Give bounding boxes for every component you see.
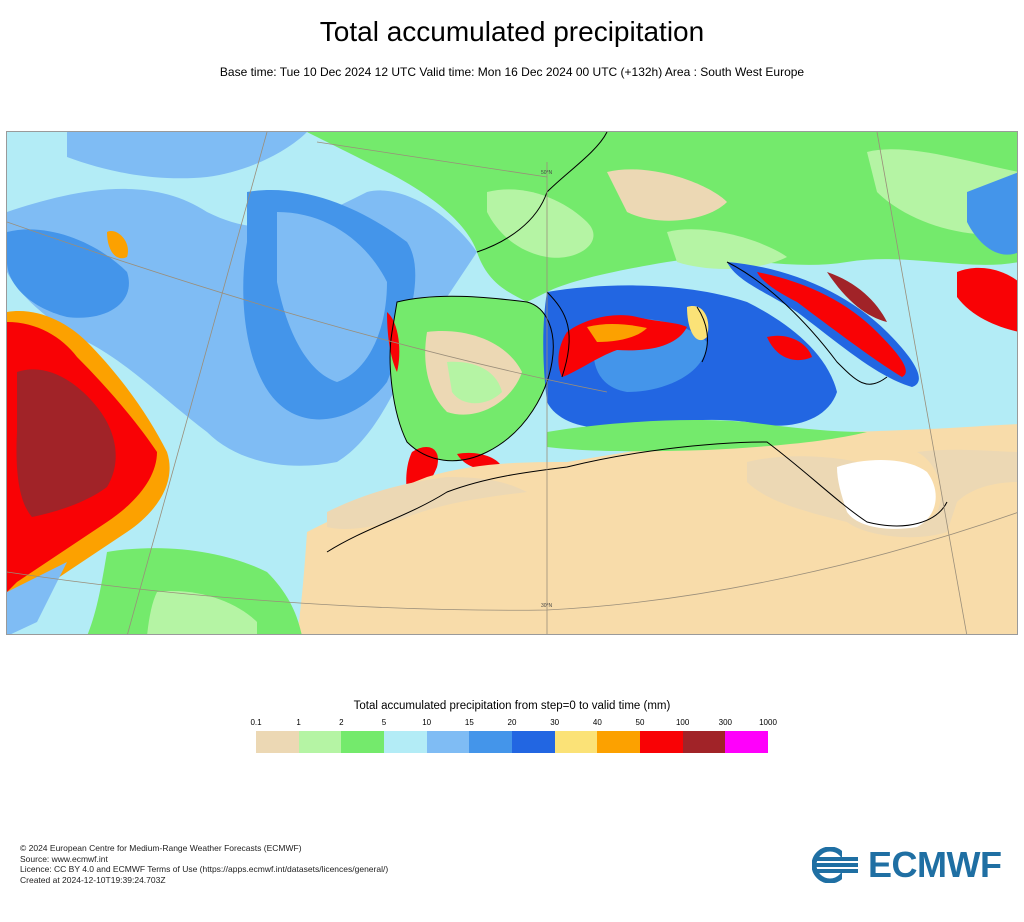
page-subtitle: Base time: Tue 10 Dec 2024 12 UTC Valid … <box>219 65 805 79</box>
atlantic-low-300mm <box>16 369 116 517</box>
balkans-band <box>967 172 1017 255</box>
footer-created: Created at 2024-12-10T19:39:24.703Z <box>20 874 166 885</box>
canary-light <box>147 591 257 634</box>
corsica-heavy <box>687 306 709 341</box>
legend-swatch <box>426 731 470 753</box>
algeria-coast-precip <box>547 420 867 452</box>
atlantic-north-band <box>67 132 307 179</box>
legend-title: Total accumulated precipitation from ste… <box>353 700 671 712</box>
legend-swatch <box>725 731 769 753</box>
legend-tick: 5 <box>381 718 387 727</box>
legend-tick: 300 <box>718 718 733 727</box>
footer-source: Source: www.ecmwf.int <box>20 853 108 864</box>
legend-tick: 40 <box>592 718 602 727</box>
footer-copyright: © 2024 European Centre for Medium-Range … <box>20 843 302 853</box>
iberia-interior-light <box>447 361 502 404</box>
legend-swatch <box>256 731 299 753</box>
libya-light <box>747 449 1017 538</box>
france-light-precip <box>487 189 594 258</box>
legend-swatch <box>682 731 726 753</box>
legend-swatch <box>384 731 427 753</box>
legend-swatch <box>597 731 641 753</box>
legend-swatch <box>469 731 513 753</box>
atlantic-southwest <box>7 562 67 634</box>
gridline-label-30n: 30°N <box>541 603 553 609</box>
legend-swatch <box>512 731 555 753</box>
footer: © 2024 European Centre for Medium-Range … <box>20 843 388 885</box>
legend-tick: 1000 <box>759 718 777 727</box>
legend-tick: 1 <box>296 718 301 727</box>
gridline-label-50n: 50°N <box>541 170 553 176</box>
map-svg: 50°N 30°N <box>7 132 1017 634</box>
legend-ticks: 0.1 1 2 5 10 15 20 30 40 50 100 300 1000 <box>250 718 776 730</box>
legend-tick: 10 <box>422 718 432 727</box>
atlantic-west-band <box>7 229 129 318</box>
legend-swatch <box>640 731 683 753</box>
ecmwf-logo: ECMWF <box>812 845 1008 885</box>
graticule <box>7 132 1017 634</box>
legend-tick: 100 <box>675 718 690 727</box>
legend-tick: 2 <box>339 718 344 727</box>
italy-heavy <box>757 272 906 377</box>
legend-tick: 0.1 <box>250 718 262 727</box>
legend-colorbar <box>256 731 769 753</box>
precipitation-map: 50°N 30°N <box>6 131 1018 635</box>
greece-heavy <box>957 267 1017 332</box>
atlantic-cell-north <box>107 231 128 259</box>
legend-tick: 15 <box>464 718 474 727</box>
legend-tick: 30 <box>550 718 560 727</box>
page-title: Total accumulated precipitation <box>319 16 705 47</box>
legend-tick: 20 <box>507 718 517 727</box>
alps-light <box>667 229 787 269</box>
legend-tick: 50 <box>635 718 645 727</box>
italy-peak <box>827 272 887 322</box>
legend-swatch <box>298 731 342 753</box>
canary-band <box>87 548 302 634</box>
libya-no-precip <box>837 460 936 529</box>
ecmwf-logo-text: ECMWF <box>868 844 1002 885</box>
central-europe-dry <box>607 169 727 221</box>
ecmwf-logo-icon <box>812 847 862 883</box>
atlantic-core <box>277 212 387 382</box>
legend-swatch <box>554 731 598 753</box>
gulf-of-lion-50mm <box>587 324 647 342</box>
tyrrhenian-heavy <box>767 335 812 361</box>
legend-swatch <box>341 731 385 753</box>
footer-licence: Licence: CC BY 4.0 and ECMWF Terms of Us… <box>20 864 389 874</box>
